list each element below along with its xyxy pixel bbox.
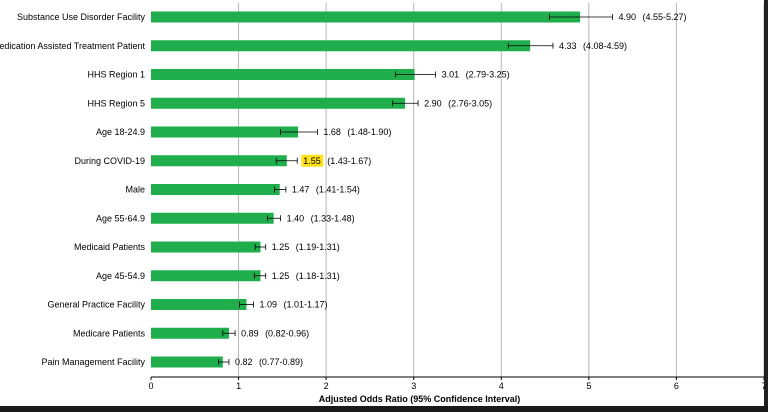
bar [151,184,280,195]
category-label: General Practice Facility [47,300,145,310]
category-label: Medication Assisted Treatment Patient [0,41,145,51]
highlight-box [301,154,324,167]
x-tick-label: 2 [324,381,329,391]
ci-label: (0.77-0.89) [259,357,303,367]
x-tick-label: 5 [586,381,591,391]
x-tick-label: 7 [761,381,764,391]
category-label: Male [125,185,145,195]
ci-label: (1.48-1.90) [347,127,391,137]
error-bar [254,244,267,250]
bar [151,126,299,138]
ci-label: (2.79-3.25) [466,70,510,80]
ci-label: (1.18-1.31) [296,271,340,281]
value-label: 1.68 [323,127,341,137]
x-tick-label: 3 [411,381,416,391]
bar [151,356,223,368]
value-label: 3.01 [442,70,460,80]
category-label: Age 45-54.9 [96,271,145,281]
error-bar [392,100,419,107]
bars [151,11,581,368]
bar [151,97,405,109]
x-axis-title: Adjusted Odds Ratio (95% Confidence Inte… [319,394,521,404]
category-label: HHS Region 5 [87,98,145,108]
bar [151,40,531,52]
error-bar [507,42,554,49]
value-label: 1.47 [292,185,310,195]
bar [151,212,274,224]
category-label: During COVID-19 [74,156,145,166]
x-tick-label: 6 [674,381,679,391]
value-label: 1.25 [272,242,290,252]
value-label: 1.55 [303,156,321,166]
error-bar [267,215,282,222]
error-bar [218,359,230,365]
error-bar [280,129,318,135]
category-label: Age 18-24.9 [96,127,145,137]
error-bar [222,330,236,337]
x-tick-label: 4 [499,381,504,391]
category-label: Pain Management Facility [41,357,145,367]
category-label: Medicaid Patients [74,242,146,252]
error-bar [274,186,287,193]
ci-label: (0.82-0.96) [265,328,309,338]
ci-label: (2.76-3.05) [448,98,492,108]
ci-label: (1.19-1.31) [296,242,340,252]
value-label: 1.40 [287,213,305,223]
bar [151,299,247,310]
value-label: 4.90 [619,12,637,22]
category-label: Medicare Patients [73,328,146,338]
ci-label: (1.43-1.67) [327,156,371,166]
ci-label: (4.08-4.59) [583,41,627,51]
bar [151,69,415,80]
value-label: 2.90 [424,98,442,108]
error-bar [394,71,437,78]
error-bar [275,157,298,164]
ci-label: (1.01-1.17) [283,300,327,310]
category-label: HHS Region 1 [87,70,145,80]
ci-label: (4.55-5.27) [643,12,687,22]
value-label: 4.33 [559,41,577,51]
ci-label: (1.41-1.54) [316,185,360,195]
error-bar [253,272,267,279]
error-bar [549,14,613,20]
ci-label: (1.33-1.48) [311,213,355,223]
labels: Substance Use Disorder Facility 4.90 (4.55… [0,12,687,367]
bar [151,270,261,282]
value-label: 0.82 [235,357,253,367]
bar [151,241,261,253]
error-bars [218,14,613,365]
value-label: 0.89 [241,328,259,338]
x-axis-ticks: 0 1 2 3 4 5 6 7 [148,377,767,391]
x-tick-label: 1 [236,381,241,391]
category-label: Age 55-64.9 [96,213,145,223]
category-label: Substance Use Disorder Facility [17,12,146,22]
bar [151,155,287,167]
x-tick-label: 0 [148,381,153,391]
value-label: 1.25 [272,271,290,281]
bar [151,327,229,339]
bar [151,11,581,23]
error-bar [239,301,254,308]
value-label: 1.09 [259,300,277,310]
